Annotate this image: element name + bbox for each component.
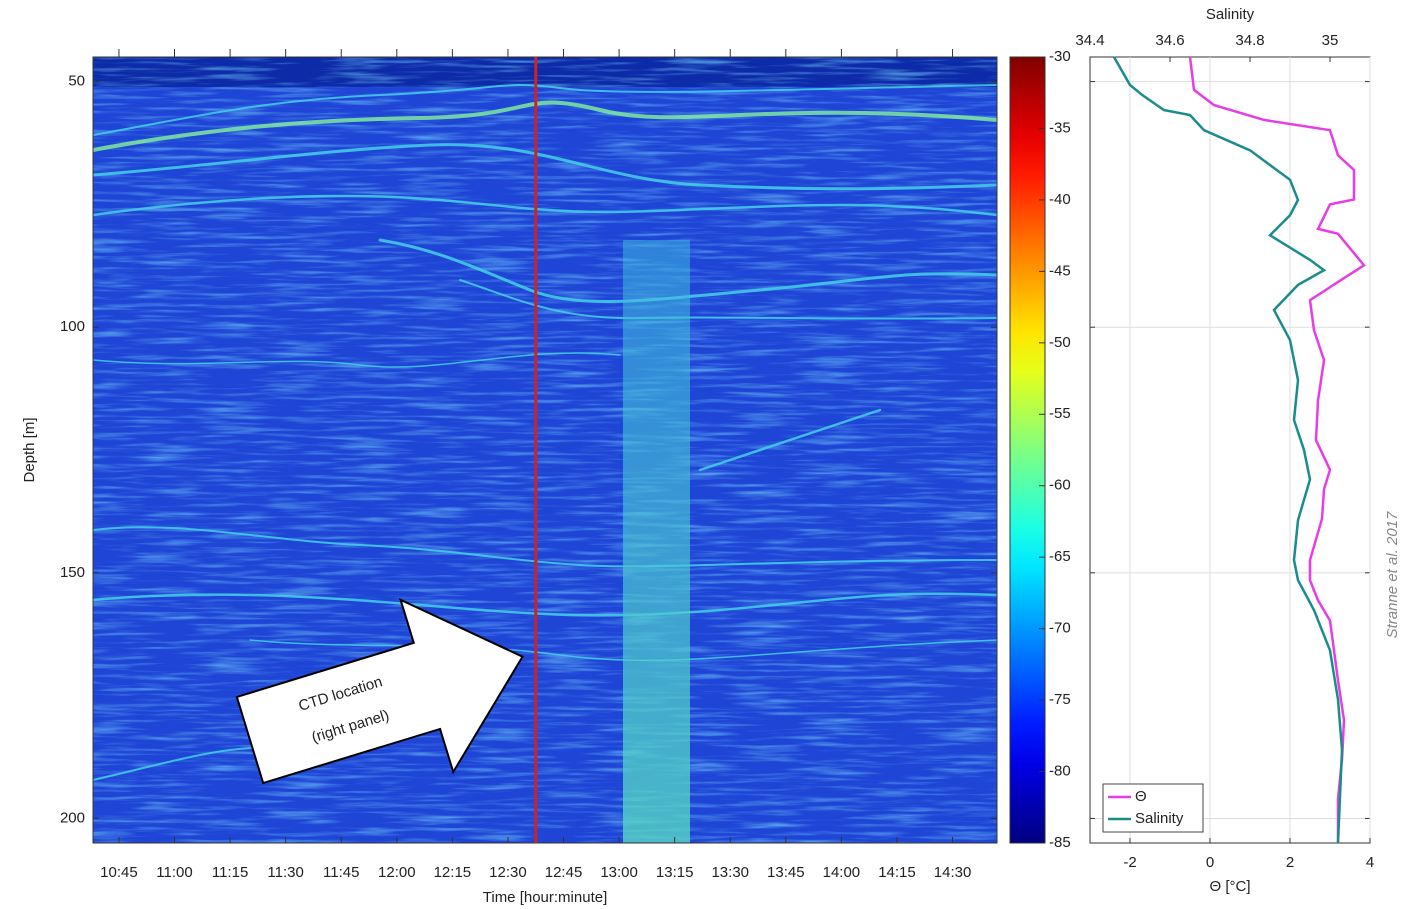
x2-tick-label: 34.4 [1075, 32, 1104, 49]
x2-tick-label: 34.6 [1155, 32, 1184, 49]
colorbar-tick-label: -35 [1049, 119, 1071, 136]
colorbar-tick-label: -70 [1049, 620, 1071, 637]
x-tick-label: 12:15 [434, 864, 472, 881]
x2-tick-label: 35 [1322, 32, 1339, 49]
x-tick-label: 4 [1366, 854, 1374, 871]
x-tick-label: 13:30 [711, 864, 749, 881]
x-axis-label: Time [hour:minute] [483, 889, 608, 906]
legend-label: Salinity [1135, 810, 1184, 827]
y-tick-label: 50 [68, 73, 85, 90]
x2-axis-label: Salinity [1206, 6, 1255, 23]
annotation-arrow: CTD location (right panel) [235, 597, 524, 785]
x-tick-label: 12:00 [378, 864, 416, 881]
x-tick-label: -2 [1123, 854, 1136, 871]
colorbar-tick-label: -75 [1049, 691, 1071, 708]
colorbar-tick-label: -50 [1049, 334, 1071, 351]
y-tick-label: 100 [60, 318, 85, 335]
x-axis-label: Θ [°C] [1209, 878, 1250, 895]
x-tick-label: 14:00 [823, 864, 861, 881]
colorbar-tick-label: -85 [1049, 834, 1071, 851]
y-tick-label: 200 [60, 809, 85, 826]
x2-tick-label: 34.8 [1235, 32, 1264, 49]
colorbar-tick-label: -55 [1049, 405, 1071, 422]
x-tick-label: 12:45 [545, 864, 583, 881]
profile-line [1188, 56, 1366, 843]
x-tick-label: 11:45 [323, 864, 359, 881]
x-tick-label: 11:00 [156, 864, 192, 881]
x-tick-label: 2 [1286, 854, 1294, 871]
x-tick-label: 10:45 [100, 864, 138, 881]
x-tick-label: 13:45 [767, 864, 805, 881]
x-tick-label: 13:00 [600, 864, 638, 881]
plot-frame [92, 56, 998, 844]
colorbar-tick-label: -30 [1049, 48, 1071, 65]
y-tick-label: 150 [60, 564, 85, 581]
x-tick-label: 14:30 [934, 864, 972, 881]
profile-line [1112, 56, 1344, 844]
colorbar-tick-label: -40 [1049, 191, 1071, 208]
x-tick-label: 13:15 [656, 864, 694, 881]
x-tick-label: 12:30 [489, 864, 527, 881]
colorbar-tick-label: -65 [1049, 548, 1071, 565]
credit: Stranne et al. 2017 [1384, 511, 1401, 638]
x-tick-label: 14:15 [878, 864, 916, 881]
marks: 50 100 150 200 10:45 11:00 11:15 11:30 11:45 12:0… [60, 32, 1374, 881]
legend-box [1102, 783, 1204, 833]
colorbar-tick-label: -45 [1049, 262, 1071, 279]
x-tick-label: 0 [1206, 854, 1214, 871]
x-tick-label: 11:30 [267, 864, 303, 881]
colorbar-tick-label: -60 [1049, 477, 1071, 494]
x-tick-label: 11:15 [212, 864, 248, 881]
echogram-image [93, 57, 997, 843]
colorbar-tick-label: -80 [1049, 763, 1071, 780]
profile-frame [1089, 56, 1371, 844]
legend-label: Θ [1135, 788, 1147, 805]
y-axis-label: Depth [m] [21, 417, 38, 482]
colorbar [1009, 56, 1046, 844]
